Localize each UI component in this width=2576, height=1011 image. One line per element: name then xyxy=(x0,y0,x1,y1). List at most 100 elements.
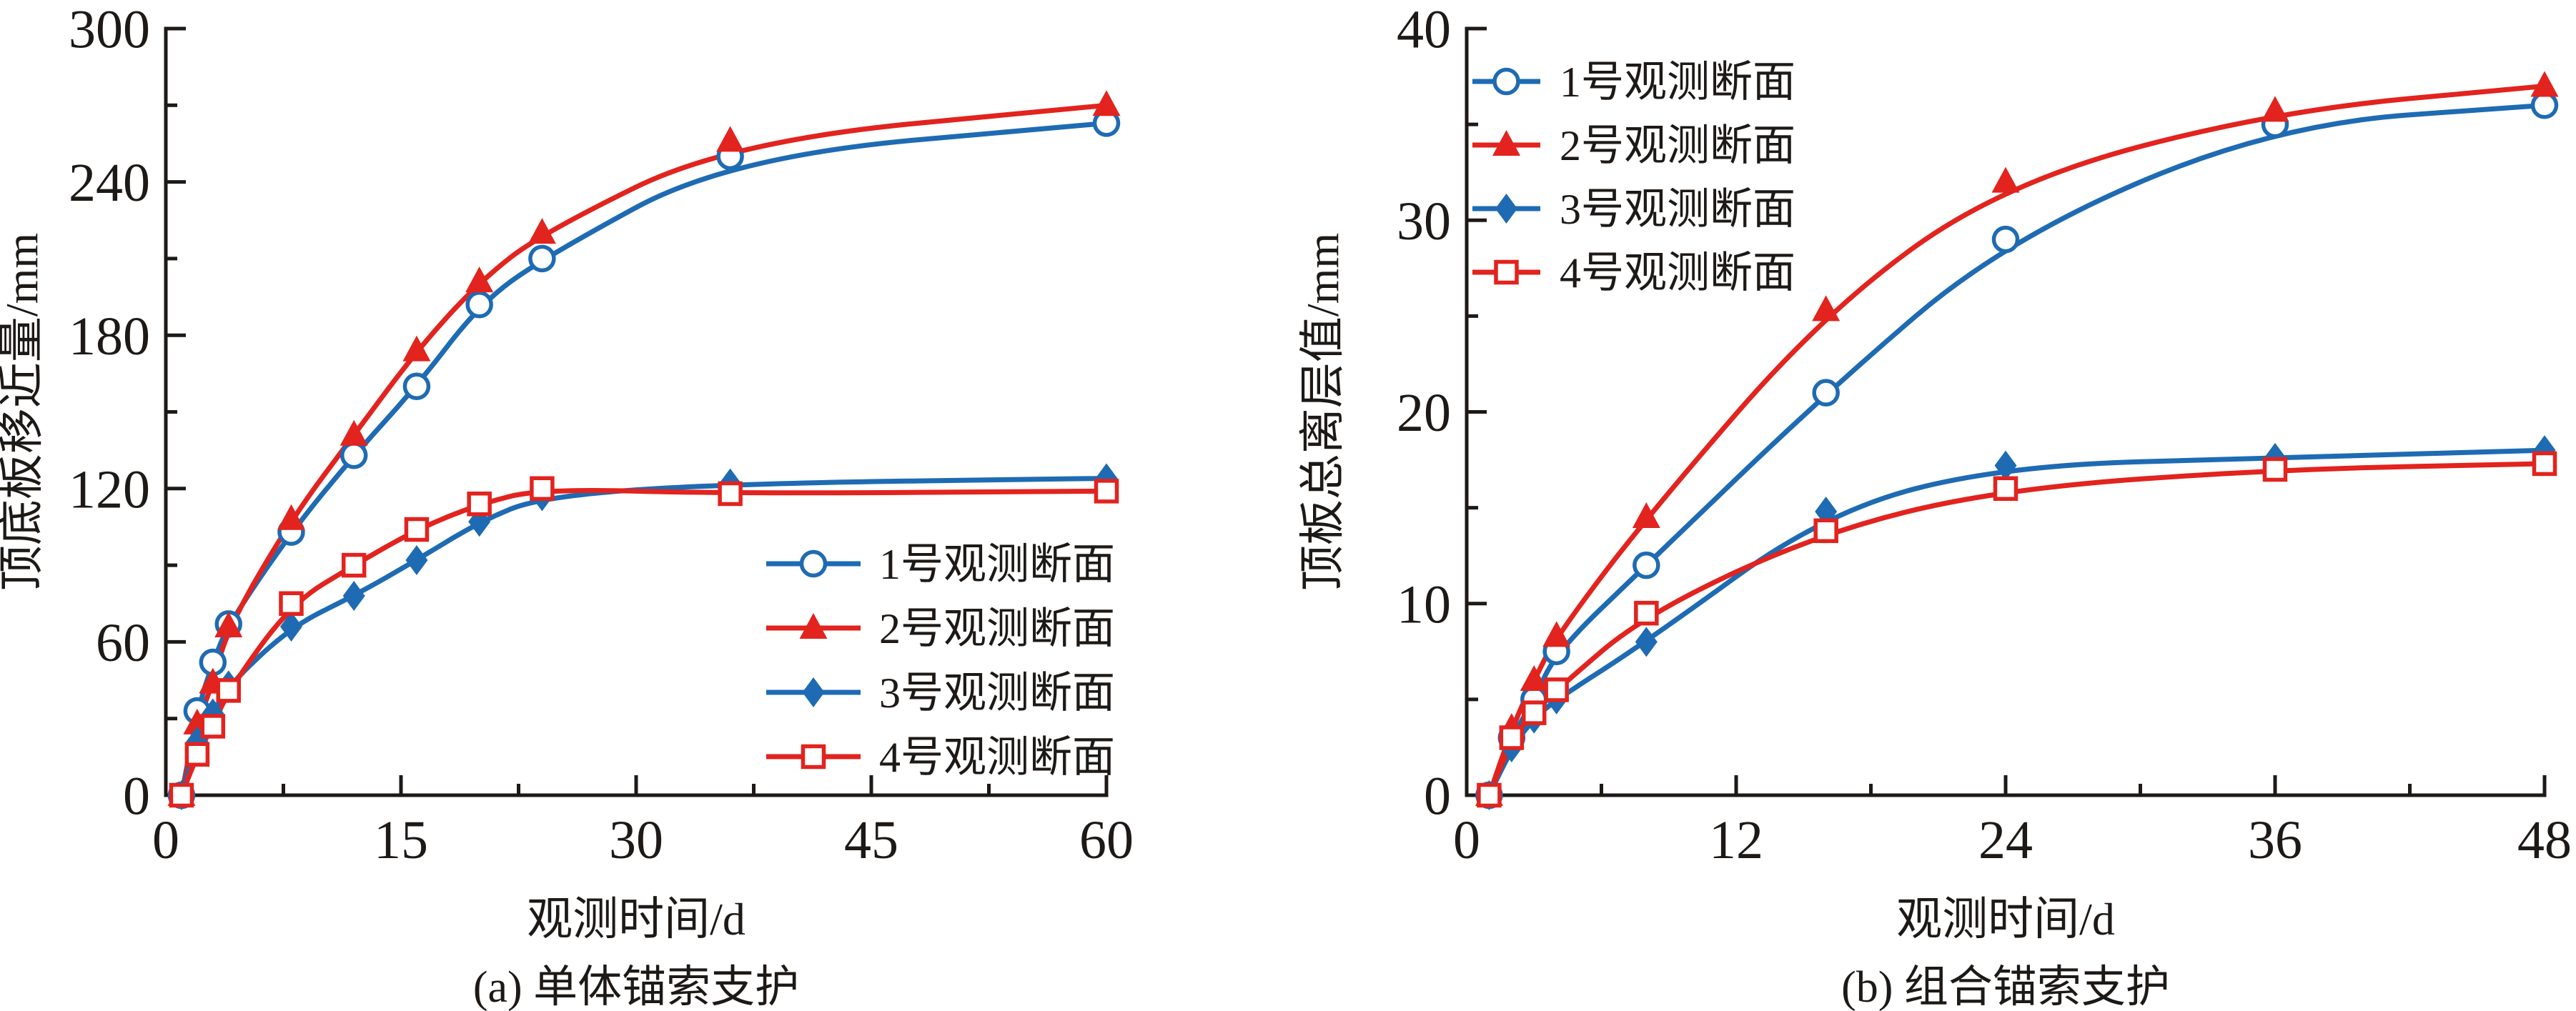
series-2-marker xyxy=(340,419,368,446)
legend-label: 3号观测断面 xyxy=(1560,186,1795,233)
legend-label: 4号观测断面 xyxy=(879,734,1115,781)
y-tick-label: 20 xyxy=(1397,383,1451,443)
series-2-marker xyxy=(1632,502,1660,529)
series-1-marker xyxy=(340,442,368,469)
legend-label: 1号观测断面 xyxy=(879,541,1115,588)
series-4-marker xyxy=(2262,457,2288,482)
series-3-marker xyxy=(1994,450,2017,481)
legend-item: 2号观测断面 xyxy=(766,605,1115,652)
legend-item: 1号观测断面 xyxy=(766,541,1115,588)
series-4-marker xyxy=(404,517,430,542)
legend-item: 1号观测断面 xyxy=(1472,59,1795,106)
series-4-marker xyxy=(1544,677,1569,702)
legend-label: 4号观测断面 xyxy=(1560,249,1795,297)
series-4-marker xyxy=(1477,782,1502,808)
series-4-marker xyxy=(1522,700,1547,725)
x-axis-label: 观测时间/d xyxy=(1896,894,2115,945)
series-2-marker xyxy=(465,267,494,293)
series-1-marker xyxy=(465,291,493,319)
legend-marker xyxy=(1492,130,1520,156)
series-2-marker xyxy=(2261,96,2289,122)
legend-item: 3号观测断面 xyxy=(1472,186,1795,233)
series-4-marker xyxy=(200,714,226,739)
series-2-marker xyxy=(277,504,305,530)
series-2-marker xyxy=(1812,295,1841,322)
series-4-marker xyxy=(1993,476,2018,502)
legend-label: 3号观测断面 xyxy=(879,669,1115,717)
series-4-marker xyxy=(169,782,194,808)
series-1-marker xyxy=(528,244,556,273)
x-tick-label: 0 xyxy=(152,810,179,870)
series-4-marker xyxy=(279,591,304,616)
legend-marker xyxy=(802,677,825,707)
y-tick-label: 40 xyxy=(1397,0,1451,60)
legend-label: 2号观测断面 xyxy=(1560,122,1795,169)
legend-marker xyxy=(1494,259,1519,285)
legend-label: 2号观测断面 xyxy=(879,605,1115,652)
y-tick-label: 120 xyxy=(69,459,150,519)
x-axis-label: 观测时间/d xyxy=(527,894,745,945)
series-3-marker xyxy=(1635,627,1658,657)
y-tick-label: 60 xyxy=(96,613,150,673)
y-axis-label: 顶底板移近量/mm xyxy=(0,233,47,591)
series-1-marker xyxy=(1633,551,1660,579)
x-tick-label: 45 xyxy=(844,810,898,870)
x-tick-label: 15 xyxy=(374,810,428,870)
y-tick-label: 10 xyxy=(1397,574,1451,634)
series-4-marker xyxy=(467,492,492,517)
chart-b: 0 10 20 30 40 0 12 24 36 48 1号观测断面 2号观测断面 3号观测断面 4号观测… xyxy=(1297,0,2572,1011)
series-4-marker xyxy=(530,476,555,502)
y-tick-label: 240 xyxy=(69,153,150,213)
series-2-marker xyxy=(1520,665,1548,692)
series-2-marker xyxy=(402,335,431,362)
legend-label: 1号观测断面 xyxy=(1560,59,1795,106)
series-4-marker xyxy=(2532,451,2557,477)
y-tick-label: 0 xyxy=(1424,767,1451,827)
x-tick-label: 12 xyxy=(1709,810,1763,870)
series-3-marker xyxy=(279,611,302,642)
x-tick-label: 48 xyxy=(2517,810,2572,870)
legend-marker xyxy=(1492,67,1520,96)
series-4-marker xyxy=(718,481,743,507)
x-tick-label: 60 xyxy=(1079,810,1134,870)
series-4-marker xyxy=(1094,479,1119,504)
series-2-marker xyxy=(527,218,556,244)
legend-item: 4号观测断面 xyxy=(1472,249,1795,297)
series-4-marker xyxy=(1634,600,1659,626)
series-1-marker xyxy=(1991,225,2020,254)
series-1-marker xyxy=(1812,379,1840,407)
x-tick-label: 0 xyxy=(1453,810,1480,870)
y-axis-label: 顶板总离层值/mm xyxy=(1297,233,1348,591)
series-1-marker xyxy=(2530,91,2559,119)
legend-marker xyxy=(1495,194,1517,224)
series-3-marker xyxy=(342,581,365,612)
series-2-marker xyxy=(1092,90,1121,116)
series-2-marker xyxy=(2530,71,2559,97)
legend-marker xyxy=(801,744,826,770)
x-tick-label: 30 xyxy=(609,810,663,870)
caption: (a) 单体锚索支护 xyxy=(473,963,799,1011)
y-tick-label: 30 xyxy=(1397,191,1451,251)
legend-item: 3号观测断面 xyxy=(766,669,1115,717)
legend-marker xyxy=(799,613,828,639)
legend-marker xyxy=(799,549,828,578)
y-tick-label: 180 xyxy=(69,307,150,367)
series-4-marker xyxy=(1499,725,1525,750)
caption: (b) 组合锚索支护 xyxy=(1841,963,2170,1011)
series-3-marker xyxy=(405,544,428,575)
series-2-marker xyxy=(1542,621,1571,647)
x-tick-label: 36 xyxy=(2248,810,2302,870)
series-2-marker xyxy=(214,611,243,637)
chart-a: 0 60 120 180 240 300 0 15 30 45 60 1号观测断面 2号观测断面 3号观测… xyxy=(0,0,1134,1011)
series-2-marker xyxy=(1991,166,2020,193)
legend-item: 2号观测断面 xyxy=(1472,122,1795,169)
series-1-marker xyxy=(402,372,431,400)
series-2-marker xyxy=(716,126,745,152)
series-4-marker xyxy=(341,552,367,578)
series-4-marker xyxy=(184,742,210,767)
legend-item: 4号观测断面 xyxy=(766,734,1115,781)
y-tick-label: 0 xyxy=(123,767,150,827)
x-tick-label: 24 xyxy=(1978,810,2033,870)
